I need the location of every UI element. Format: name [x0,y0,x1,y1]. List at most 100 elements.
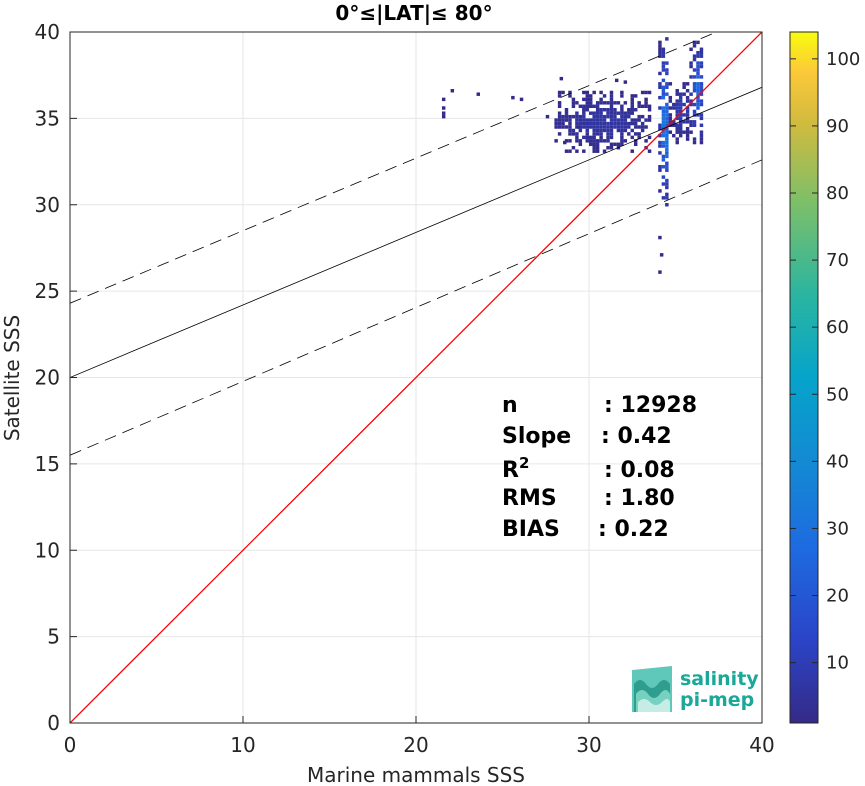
density-cell [609,142,614,147]
density-cell [678,109,683,114]
density-cell [564,139,569,143]
density-cell [665,192,669,197]
density-cell [595,125,600,129]
density-cell [699,92,704,96]
density-cell [658,40,662,45]
density-cell [685,113,690,117]
density-cell [665,168,669,172]
density-cell [564,111,569,115]
density-cell [661,182,666,186]
density-cell [576,125,581,129]
density-cell [633,108,638,112]
density-cell [630,135,634,140]
density-cell [599,128,603,133]
density-cell [658,127,662,131]
density-cell [623,128,628,133]
density-cell [578,104,583,109]
density-cell [678,92,683,96]
density-cell [689,61,693,65]
density-cell [696,89,700,93]
density-cell [585,90,589,95]
x-tick-label: 0 [64,733,77,757]
density-cell [637,114,641,119]
density-cell [699,47,704,52]
density-cell [585,97,589,102]
colorbar-tick-label: 40 [826,451,849,472]
density-cell [589,104,593,109]
density-cell [689,123,693,128]
density-cell [609,104,614,109]
density-cell [630,108,634,112]
density-cell [609,108,614,112]
density-cell [665,140,669,145]
stats-box: n: 12928 Slope: 0.42 R2: 0.08 RMS: 1.80 BIAS… [502,393,697,542]
density-cell [665,161,669,166]
density-cell [609,111,614,115]
density-cell [561,121,565,126]
density-cell [665,68,669,72]
density-cell [582,118,586,122]
density-cell [678,116,683,121]
density-cell [582,108,586,112]
density-cell [692,140,697,145]
density-cell [665,106,669,110]
density-cell [658,165,662,169]
density-cell [557,94,562,98]
density-cell [682,85,686,90]
y-tick-label: 15 [35,452,60,476]
density-cell [658,235,662,240]
density-cell [647,135,652,140]
density-cell [575,149,579,153]
density-cell [644,90,648,95]
density-cell [658,270,662,274]
density-cell [602,108,607,112]
density-cell [602,128,607,133]
density-cell [450,89,455,93]
density-cell [630,118,634,122]
density-cell [637,125,641,129]
density-cell [665,147,669,152]
density-cell [658,168,662,172]
density-cell [613,121,617,126]
density-cell [620,111,624,115]
density-cell [692,120,697,124]
colorbar-tick-label: 100 [826,49,860,70]
density-cell [616,101,621,105]
density-cell [633,125,638,129]
density-cell [585,132,589,136]
reference-lines [70,32,762,723]
density-cell [616,142,621,147]
density-cell [564,149,569,153]
density-cell [561,90,565,95]
density-cell [640,90,645,95]
density-cell [609,135,614,140]
line-1-1 [70,32,762,723]
line-fit-2std [70,32,718,304]
density-cell [685,137,690,141]
density-cell [602,118,607,122]
density-cell [689,47,693,52]
density-cell [582,90,586,95]
density-cell [661,92,666,96]
density-cell [668,120,673,124]
density-cell [568,139,572,143]
density-cell [637,132,641,136]
density-cell [692,75,697,79]
density-cell [441,106,446,110]
density-cell [606,108,610,112]
density-cell [658,82,662,86]
density-cell [665,185,669,190]
density-cell [554,121,558,126]
stat-value: : 0.22 [598,517,669,542]
density-cell [602,114,607,119]
density-cell [658,106,662,110]
density-cell [647,90,652,95]
density-cell [689,130,693,134]
density-cell [668,116,673,121]
density-cell [689,99,693,103]
density-cell [595,128,600,133]
x-tick-label: 40 [749,733,774,757]
density-cell [571,97,576,102]
logo-line-2: pi-mep [680,689,754,711]
density-cell [595,142,600,147]
